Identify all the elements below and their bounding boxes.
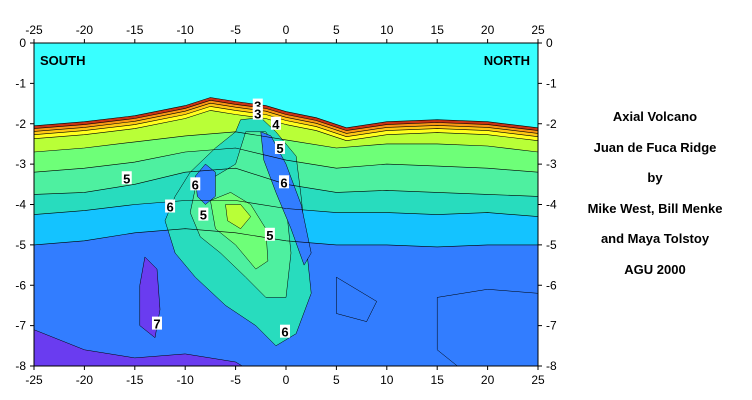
caption-line: and Maya Tolstoy <box>600 231 710 246</box>
x-tick-label-bottom: 15 <box>431 373 445 387</box>
contour-label-bg <box>274 140 285 154</box>
contour-label: 6 <box>192 177 199 192</box>
x-tick-label-bottom: 10 <box>380 373 394 387</box>
contour-label: 5 <box>276 141 283 156</box>
x-tick-label-bottom: 0 <box>283 373 290 387</box>
y-tick-label-left: -1 <box>15 76 26 90</box>
y-tick-label-left: -6 <box>15 278 26 292</box>
x-tick-label-bottom: -20 <box>76 373 94 387</box>
figure-caption: Axial Volcano Juan de Fuca Ridge by Mike… <box>560 102 750 285</box>
layer-band <box>34 97 538 131</box>
x-tick-label-bottom: -10 <box>177 373 195 387</box>
y-tick-label-right: -5 <box>546 238 557 252</box>
contour-labels: 334 5 5 6 6 6 5 5 7 6 <box>121 98 290 340</box>
contour-label: 6 <box>281 325 288 340</box>
caption-line: by <box>647 170 663 185</box>
contour-label: 6 <box>166 200 173 215</box>
x-tick-label-bottom: 5 <box>333 373 340 387</box>
y-tick-label-left: -5 <box>15 238 26 252</box>
y-tick-label-left: -4 <box>15 198 26 212</box>
contour-label-bg <box>190 177 201 191</box>
y-tick-label-right: -8 <box>546 359 557 373</box>
x-tick-label-top: 0 <box>283 23 290 37</box>
y-tick-label-left: -3 <box>15 157 26 171</box>
contour-label-bg <box>198 207 209 221</box>
contour-label: 5 <box>266 228 273 243</box>
contour-line <box>34 97 538 129</box>
x-tick-label-bottom: -15 <box>126 373 144 387</box>
region-label-north: NORTH <box>484 53 530 68</box>
contour-label-bg <box>165 199 176 213</box>
y-tick-label-right: -6 <box>546 278 557 292</box>
deep-anomaly-east <box>436 289 538 366</box>
caption-line: Axial Volcano <box>612 109 698 124</box>
layer-band <box>34 103 538 137</box>
contour-label-bg <box>121 171 132 185</box>
y-tick-label-right: -1 <box>546 76 557 90</box>
axes: -25-25-20-20-15-15-10-10-5-5005510101515… <box>15 23 557 387</box>
layer-band <box>34 106 538 141</box>
contour-label: 6 <box>280 175 287 190</box>
y-tick-label-right: -4 <box>546 198 557 212</box>
contour-label-bg <box>270 116 281 130</box>
contour-plot-area <box>34 43 538 366</box>
x-tick-label-bottom: -5 <box>230 373 241 387</box>
y-tick-label-right: 0 <box>546 36 553 50</box>
deep-anomaly-north <box>336 276 378 322</box>
y-tick-label-left: -2 <box>15 117 26 131</box>
contour-line <box>34 99 538 131</box>
contour-label: 5 <box>123 171 130 186</box>
x-tick-label-bottom: 20 <box>481 373 495 387</box>
x-tick-label-top: 25 <box>531 23 545 37</box>
caption-line: Mike West, Bill Menke <box>587 200 723 216</box>
central-anomaly-core <box>210 192 269 270</box>
contour-label-bg <box>252 98 263 112</box>
contour-label: 4 <box>272 117 280 132</box>
caption-line: Juan de Fuca Ridge <box>593 139 717 155</box>
x-tick-label-top: 5 <box>333 23 340 37</box>
contour-label-bg <box>151 316 162 330</box>
contour-label: 3 <box>254 99 261 114</box>
y-tick-label-left: -7 <box>15 319 26 333</box>
contour-line <box>34 131 538 153</box>
contour-label-bg <box>279 324 290 338</box>
x-tick-label-top: -20 <box>76 23 94 37</box>
contour-label: 5 <box>200 208 207 223</box>
x-tick-label-top: -5 <box>230 23 241 37</box>
contour-label: 7 <box>153 317 160 332</box>
x-tick-label-top: -10 <box>177 23 195 37</box>
contour-label-bg <box>264 227 275 241</box>
caption-line: AGU 2000 <box>624 261 686 277</box>
x-tick-label-top: -15 <box>126 23 144 37</box>
x-tick-label-top: 10 <box>380 23 394 37</box>
contour-line <box>34 147 538 173</box>
x-tick-label-bottom: -25 <box>25 373 43 387</box>
layer-band <box>34 110 538 152</box>
y-tick-label-left: 0 <box>19 36 26 50</box>
contour-label: 3 <box>254 107 261 122</box>
x-tick-label-top: 15 <box>431 23 445 37</box>
contour-label-bg <box>278 175 289 189</box>
layer-band <box>34 100 538 134</box>
x-tick-label-bottom: 25 <box>531 373 545 387</box>
y-tick-label-right: -3 <box>546 157 557 171</box>
contour-line <box>34 102 538 134</box>
magma-body-south <box>195 163 216 205</box>
region-label-south: SOUTH <box>40 53 86 68</box>
contour-label-bg <box>252 106 263 120</box>
contour-line <box>34 228 538 248</box>
x-tick-label-top: -25 <box>25 23 43 37</box>
x-tick-label-top: 20 <box>481 23 495 37</box>
y-tick-label-left: -8 <box>15 359 26 373</box>
central-anomaly-center <box>225 204 252 230</box>
contour-line <box>34 200 538 217</box>
y-tick-label-right: -7 <box>546 319 557 333</box>
y-tick-label-right: -2 <box>546 117 557 131</box>
deep-low-velocity-zone <box>34 329 243 366</box>
